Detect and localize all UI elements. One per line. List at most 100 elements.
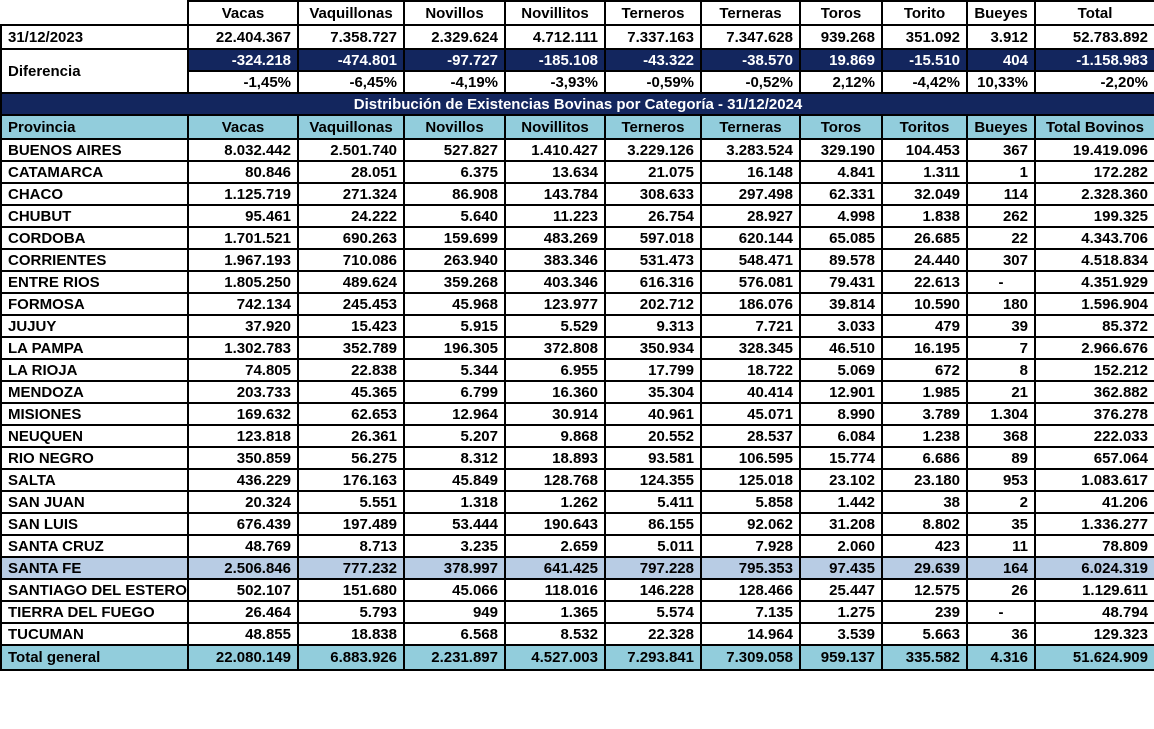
difference-torito: -15.510 (881, 48, 968, 72)
cell-san-juan-toros: 1.442 (799, 490, 883, 514)
top-col-torito: Torito (881, 0, 968, 26)
cell-san-juan-terneras: 5.858 (700, 490, 801, 514)
cell-santa-cruz-bueyes: 11 (966, 534, 1036, 558)
cell-la-rioja-terneras: 18.722 (700, 358, 801, 382)
difference-pct-novillos: -4,19% (403, 70, 506, 94)
cell-mendoza-toritos: 1.985 (881, 380, 968, 404)
cell-san-juan-novillos: 1.318 (403, 490, 506, 514)
cell-tierra-del-fuego-bueyes: - (966, 600, 1036, 624)
cell-formosa-terneros: 202.712 (604, 292, 702, 316)
total-toritos: 335.582 (881, 644, 968, 671)
cell-neuquen-vaquillonas: 26.361 (297, 424, 405, 448)
cell-santa-fe-bueyes: 164 (966, 556, 1036, 580)
header-toritos: Toritos (881, 114, 968, 140)
row-buenos-aires: BUENOS AIRES 8.032.442 2.501.740 527.827 1.4… (0, 138, 1154, 162)
cell-jujuy-terneros: 9.313 (604, 314, 702, 338)
cell-buenos-aires-vaquillonas: 2.501.740 (297, 138, 405, 162)
cell-catamarca-bueyes: 1 (966, 160, 1036, 184)
cell-la-pampa-toros: 46.510 (799, 336, 883, 360)
cell-san-luis-novillitos: 190.643 (504, 512, 606, 536)
province-name: CHUBUT (0, 204, 189, 228)
difference-pct-novillitos: -3,93% (504, 70, 606, 94)
prev-year-terneros: 7.337.163 (604, 24, 702, 50)
header-novillos: Novillos (403, 114, 506, 140)
row-salta: SALTA 436.229 176.163 45.849 128.768 124.355 1… (0, 468, 1154, 492)
cell-la-rioja-vaquillonas: 22.838 (297, 358, 405, 382)
cell-neuquen-total-bovinos: 222.033 (1034, 424, 1154, 448)
cell-buenos-aires-novillitos: 1.410.427 (504, 138, 606, 162)
cell-neuquen-terneras: 28.537 (700, 424, 801, 448)
cell-tierra-del-fuego-toritos: 239 (881, 600, 968, 624)
difference-bueyes: 404 (966, 48, 1036, 72)
cell-neuquen-novillitos: 9.868 (504, 424, 606, 448)
cell-santiago-del-estero-novillos: 45.066 (403, 578, 506, 602)
cell-san-luis-terneras: 92.062 (700, 512, 801, 536)
province-name: MENDOZA (0, 380, 189, 404)
cell-chaco-vacas: 1.125.719 (187, 182, 299, 206)
cell-entre-rios-terneras: 576.081 (700, 270, 801, 294)
province-name: LA RIOJA (0, 358, 189, 382)
cell-entre-rios-toritos: 22.613 (881, 270, 968, 294)
province-name: JUJUY (0, 314, 189, 338)
cell-tierra-del-fuego-vacas: 26.464 (187, 600, 299, 624)
row-la-rioja: LA RIOJA 74.805 22.838 5.344 6.955 17.799 18.7… (0, 358, 1154, 382)
cell-rio-negro-terneros: 93.581 (604, 446, 702, 470)
cell-la-rioja-toritos: 672 (881, 358, 968, 382)
cell-santa-fe-vacas: 2.506.846 (187, 556, 299, 580)
cell-la-pampa-novillitos: 372.808 (504, 336, 606, 360)
cell-catamarca-terneros: 21.075 (604, 160, 702, 184)
cell-santa-fe-novillitos: 641.425 (504, 556, 606, 580)
cell-misiones-toritos: 3.789 (881, 402, 968, 426)
province-name: SANTA FE (0, 556, 189, 580)
cell-salta-vacas: 436.229 (187, 468, 299, 492)
header-provincia: Provincia (0, 114, 189, 140)
row-corrientes: CORRIENTES 1.967.193 710.086 263.940 383.346… (0, 248, 1154, 272)
cell-tucuman-novillitos: 8.532 (504, 622, 606, 646)
cell-la-pampa-novillos: 196.305 (403, 336, 506, 360)
cell-la-pampa-bueyes: 7 (966, 336, 1036, 360)
cell-mendoza-vacas: 203.733 (187, 380, 299, 404)
cell-san-juan-novillitos: 1.262 (504, 490, 606, 514)
table-body: Vacas Vaquillonas Novillos Novillitos Terner… (0, 0, 1154, 671)
difference-vacas: -324.218 (187, 48, 299, 72)
top-col-vacas: Vacas (187, 0, 299, 26)
cell-catamarca-total-bovinos: 172.282 (1034, 160, 1154, 184)
cell-chubut-vacas: 95.461 (187, 204, 299, 228)
cell-rio-negro-bueyes: 89 (966, 446, 1036, 470)
difference-pct-torito: -4,42% (881, 70, 968, 94)
cell-san-luis-novillos: 53.444 (403, 512, 506, 536)
province-name: CHACO (0, 182, 189, 206)
cell-jujuy-terneras: 7.721 (700, 314, 801, 338)
cell-tucuman-toritos: 5.663 (881, 622, 968, 646)
cell-misiones-vacas: 169.632 (187, 402, 299, 426)
cell-chubut-toritos: 1.838 (881, 204, 968, 228)
cell-rio-negro-toros: 15.774 (799, 446, 883, 470)
top-col-vaquillonas: Vaquillonas (297, 0, 405, 26)
cell-corrientes-vacas: 1.967.193 (187, 248, 299, 272)
cell-tucuman-bueyes: 36 (966, 622, 1036, 646)
total-general-label: Total general (0, 644, 189, 671)
cell-tierra-del-fuego-terneras: 7.135 (700, 600, 801, 624)
cell-misiones-vaquillonas: 62.653 (297, 402, 405, 426)
cell-chubut-novillos: 5.640 (403, 204, 506, 228)
cell-corrientes-terneras: 548.471 (700, 248, 801, 272)
cell-buenos-aires-toros: 329.190 (799, 138, 883, 162)
row-tierra-del-fuego: TIERRA DEL FUEGO 26.464 5.793 949 1.365 5.574… (0, 600, 1154, 624)
cell-san-luis-total-bovinos: 1.336.277 (1034, 512, 1154, 536)
province-name: MISIONES (0, 402, 189, 426)
cell-la-pampa-toritos: 16.195 (881, 336, 968, 360)
cell-rio-negro-terneras: 106.595 (700, 446, 801, 470)
cell-misiones-novillos: 12.964 (403, 402, 506, 426)
cell-cordoba-novillitos: 483.269 (504, 226, 606, 250)
difference-toros: 19.869 (799, 48, 883, 72)
difference-values-row: Diferencia -324.218 -474.801 -97.727 -185.10… (0, 48, 1154, 94)
corner-cell (1, 1, 189, 26)
cell-cordoba-total-bovinos: 4.343.706 (1034, 226, 1154, 250)
cell-tucuman-total-bovinos: 129.323 (1034, 622, 1154, 646)
cell-salta-novillitos: 128.768 (504, 468, 606, 492)
row-formosa: FORMOSA 742.134 245.453 45.968 123.977 202.71… (0, 292, 1154, 316)
cell-la-pampa-terneras: 328.345 (700, 336, 801, 360)
cell-san-juan-bueyes: 2 (966, 490, 1036, 514)
cell-tucuman-vacas: 48.855 (187, 622, 299, 646)
cell-chaco-terneras: 297.498 (700, 182, 801, 206)
